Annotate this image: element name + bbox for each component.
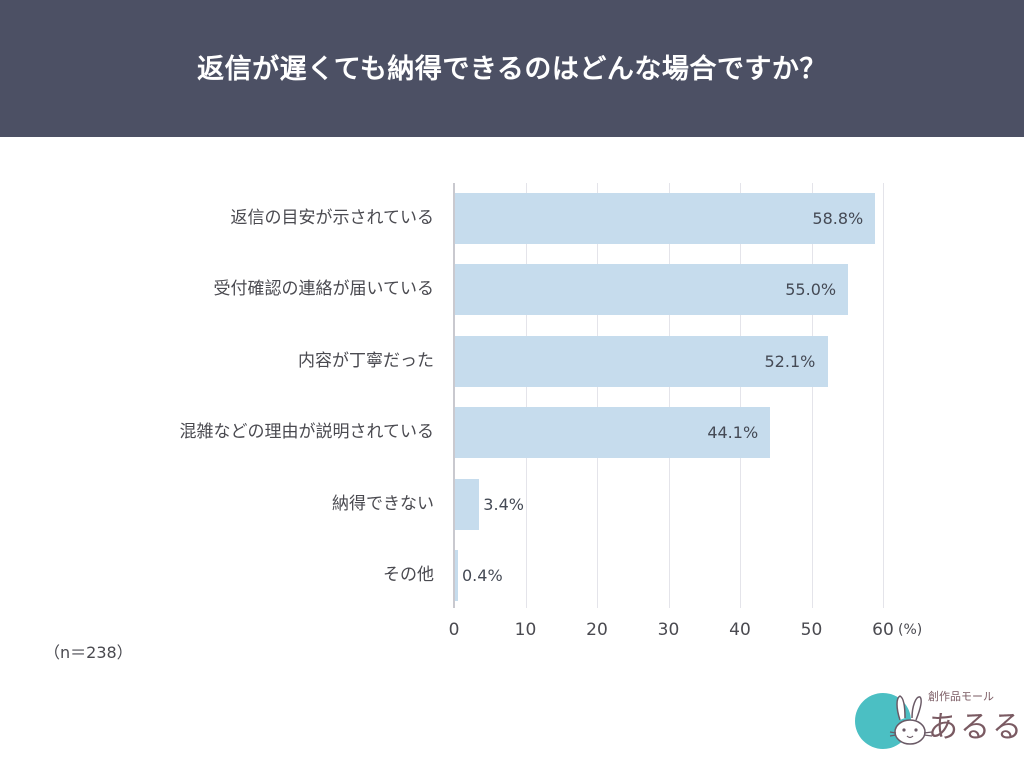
bar [455,407,771,459]
x-tick-label: 0 [448,620,460,640]
chart-title: 返信が遅くても納得できるのはどんな場合ですか？ [197,54,827,85]
x-tick-label: 50 [800,620,823,640]
y-axis-line [453,183,455,608]
x-tick-label: 40 [729,620,751,640]
category-label: 混雑などの理由が説明されている [179,422,435,443]
bar [455,264,849,316]
bar-value-label: 55.0% [785,280,837,300]
x-axis-unit: (%) [898,622,923,638]
bar-value-label: 3.4% [483,494,524,514]
x-tick-label: 60 [872,620,894,640]
logo-tagline: 創作品モール [928,690,994,703]
gridline [668,183,670,608]
gridline [883,183,884,608]
bar-value-label: 52.1% [764,351,816,371]
gridline [597,183,598,608]
x-tick-label: 20 [586,620,608,640]
category-label: 納得できない [332,493,434,514]
category-label: 返信の目安が示されている [230,208,435,228]
x-tick-label: 30 [657,620,680,640]
logo-name: あるる [928,710,1024,745]
bar [455,478,480,530]
category-label: その他 [383,565,434,585]
bar [455,335,828,387]
bar [455,193,876,244]
bar-value-label: 58.8% [812,209,864,228]
sample-size-note: （n＝238） [44,643,133,662]
bar [455,550,458,601]
category-label: 内容が丁寧だった [298,350,434,371]
gridline [525,183,527,608]
category-label: 受付確認の連絡が届いている [213,279,435,300]
bar-value-label: 44.1% [707,423,759,443]
x-tick-label: 10 [514,620,537,640]
rabbit-icon [889,695,933,745]
brand-logo: 創作品モール あるる [850,688,1022,758]
gridline [811,183,813,608]
chart-header: 返信が遅くても納得できるのはどんな場合ですか？ [0,0,1024,137]
bar-value-label: 0.4% [462,566,503,585]
gridline [740,183,741,608]
